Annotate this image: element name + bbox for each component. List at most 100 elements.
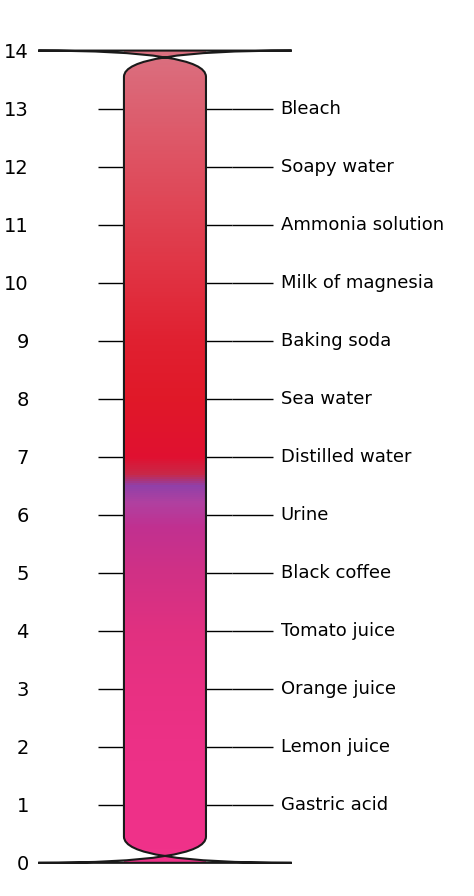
Bar <box>124 589 206 590</box>
Bar <box>124 706 206 709</box>
Bar <box>124 168 206 170</box>
Bar <box>124 773 206 776</box>
Bar <box>124 855 206 857</box>
Bar <box>124 156 206 159</box>
Bar <box>124 265 206 268</box>
Bar <box>124 696 206 698</box>
Bar <box>124 489 206 491</box>
Bar <box>124 704 206 706</box>
Bar <box>124 515 206 518</box>
Bar <box>124 162 206 164</box>
Bar <box>124 233 206 236</box>
Bar <box>124 345 206 347</box>
Bar <box>124 759 206 762</box>
Bar <box>124 69 206 71</box>
Bar <box>124 99 206 101</box>
Bar <box>124 251 206 254</box>
Bar <box>124 334 206 337</box>
Bar <box>124 539 206 542</box>
Bar <box>124 677 206 680</box>
Bar <box>124 355 206 358</box>
Bar <box>124 142 206 144</box>
Bar <box>124 451 206 452</box>
Bar <box>124 714 206 717</box>
Bar <box>124 270 206 271</box>
Bar <box>124 288 206 290</box>
Bar <box>124 799 206 802</box>
Bar <box>124 353 206 355</box>
Bar <box>124 260 206 262</box>
Bar <box>124 296 206 298</box>
Bar <box>124 668 206 670</box>
Bar <box>124 842 206 845</box>
Bar <box>124 331 206 332</box>
Bar <box>124 629 206 632</box>
Bar <box>124 443 206 444</box>
Bar <box>124 469 206 471</box>
Bar <box>124 395 206 398</box>
Bar <box>124 692 206 694</box>
Bar <box>124 818 206 820</box>
Bar <box>124 109 206 111</box>
Bar <box>124 505 206 507</box>
Bar <box>124 711 206 712</box>
Bar <box>124 470 206 473</box>
Bar <box>124 791 206 794</box>
Bar <box>124 562 206 564</box>
Bar <box>124 56 206 59</box>
Bar <box>124 135 206 138</box>
Bar <box>124 590 206 593</box>
Bar <box>124 830 206 832</box>
Bar <box>124 746 206 749</box>
Bar <box>124 730 206 733</box>
Bar <box>124 719 206 720</box>
Bar <box>124 454 206 457</box>
Bar <box>124 146 206 148</box>
Bar <box>124 412 206 414</box>
Bar <box>124 597 206 599</box>
Bar <box>124 694 206 696</box>
Bar <box>124 735 206 737</box>
Bar <box>124 459 206 461</box>
Bar <box>124 702 206 704</box>
Bar <box>124 844 206 847</box>
Bar <box>124 517 206 520</box>
Bar <box>124 134 206 136</box>
Bar <box>124 487 206 489</box>
Bar <box>124 728 206 731</box>
Bar <box>124 643 206 645</box>
Bar <box>124 700 206 702</box>
Bar <box>124 586 206 589</box>
Bar <box>124 462 206 465</box>
Bar <box>124 393 206 396</box>
Bar <box>124 769 206 771</box>
Bar <box>124 783 206 786</box>
Bar <box>124 647 206 650</box>
Bar <box>124 797 206 800</box>
Bar <box>124 749 206 751</box>
Bar <box>124 426 206 428</box>
Bar <box>124 676 206 678</box>
Bar <box>124 132 206 134</box>
Bar <box>124 361 206 363</box>
Bar <box>124 207 206 209</box>
Bar <box>124 385 206 388</box>
Bar <box>124 371 206 374</box>
Bar <box>124 278 206 280</box>
Bar <box>124 621 206 624</box>
Bar <box>124 786 206 788</box>
Text: Lemon juice: Lemon juice <box>281 737 390 756</box>
Bar <box>124 556 206 558</box>
Bar <box>124 377 206 380</box>
Bar <box>124 375 206 377</box>
Bar <box>124 111 206 114</box>
Bar <box>124 401 206 404</box>
Bar <box>124 182 206 185</box>
Bar <box>124 284 206 286</box>
Bar <box>124 743 206 745</box>
Bar <box>124 509 206 512</box>
Bar <box>124 495 206 497</box>
Bar <box>124 349 206 351</box>
Bar <box>124 430 206 433</box>
Bar <box>124 116 206 117</box>
